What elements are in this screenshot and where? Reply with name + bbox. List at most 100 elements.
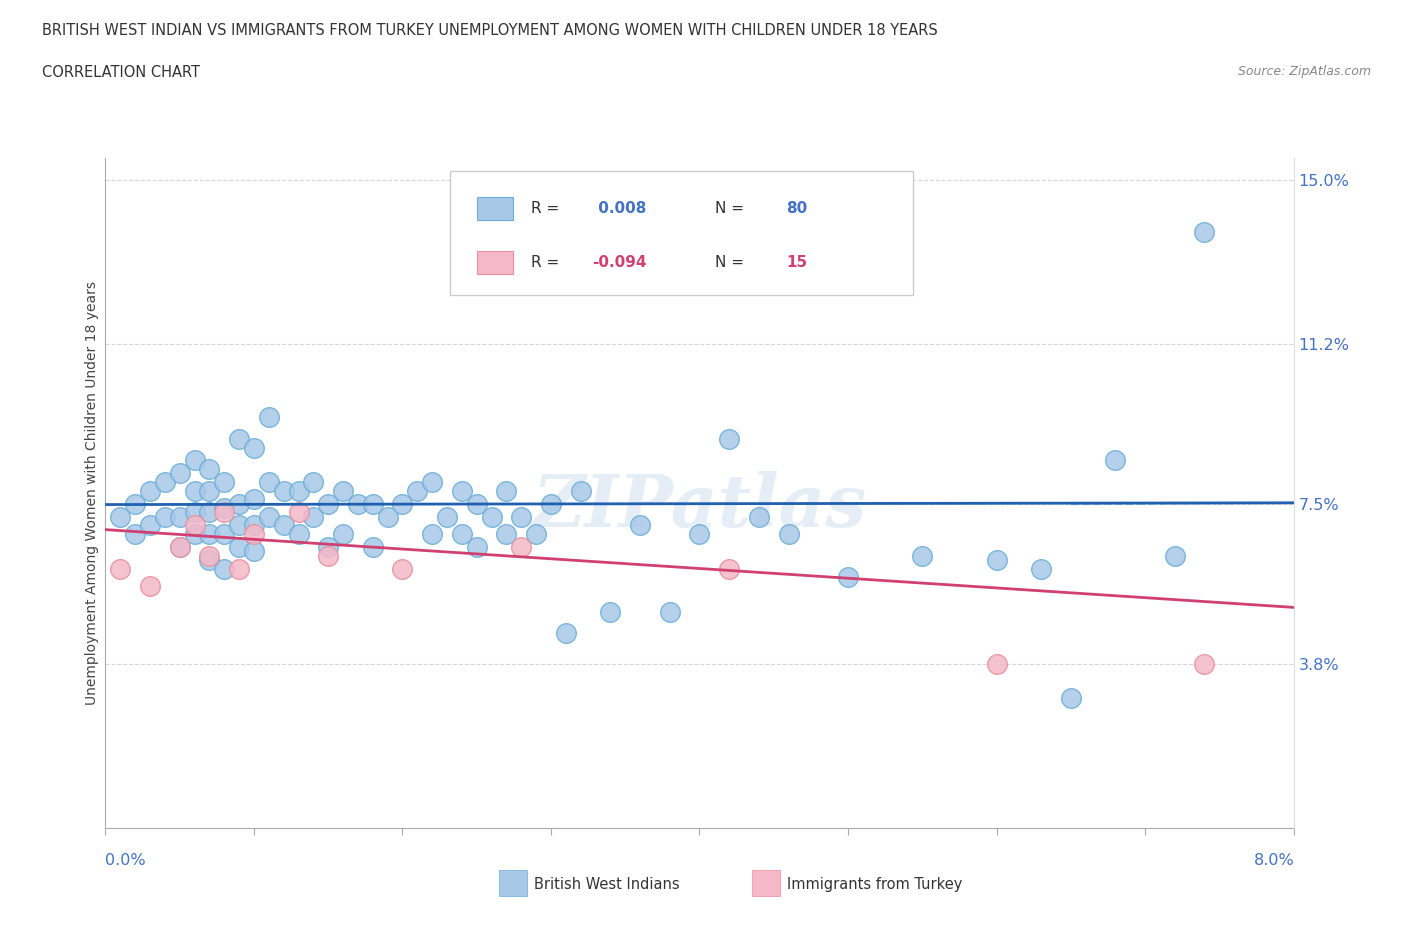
Text: 80: 80 xyxy=(786,202,807,217)
Point xyxy=(420,526,443,541)
Text: N =: N = xyxy=(714,202,749,217)
Y-axis label: Unemployment Among Women with Children Under 18 years: Unemployment Among Women with Children U… xyxy=(86,281,100,705)
Text: R =: R = xyxy=(531,202,564,217)
Point xyxy=(153,474,176,489)
Point xyxy=(406,484,429,498)
Point xyxy=(748,510,770,525)
Point xyxy=(450,484,472,498)
Point xyxy=(391,561,413,576)
Point xyxy=(243,526,266,541)
Text: Immigrants from Turkey: Immigrants from Turkey xyxy=(787,877,963,892)
Point xyxy=(153,510,176,525)
Point xyxy=(198,548,221,563)
Point xyxy=(510,510,533,525)
Point xyxy=(718,561,741,576)
Point xyxy=(228,518,250,533)
Text: 0.008: 0.008 xyxy=(592,202,645,217)
Point xyxy=(361,539,384,554)
Point xyxy=(599,604,621,619)
Point xyxy=(214,474,236,489)
Point xyxy=(540,497,562,512)
Point xyxy=(332,484,354,498)
Point xyxy=(124,526,146,541)
Text: CORRELATION CHART: CORRELATION CHART xyxy=(42,65,200,80)
Point xyxy=(1060,691,1083,706)
Point xyxy=(228,561,250,576)
Point xyxy=(183,518,205,533)
Point xyxy=(316,548,339,563)
Point xyxy=(214,500,236,515)
Point xyxy=(169,510,191,525)
Point xyxy=(139,484,162,498)
Point xyxy=(243,518,266,533)
Point xyxy=(183,526,205,541)
Point xyxy=(243,492,266,507)
FancyBboxPatch shape xyxy=(477,197,513,220)
Point xyxy=(524,526,547,541)
Text: British West Indians: British West Indians xyxy=(534,877,681,892)
FancyBboxPatch shape xyxy=(450,171,914,296)
Point xyxy=(257,410,280,425)
Point xyxy=(377,510,399,525)
Point xyxy=(465,497,488,512)
Text: 8.0%: 8.0% xyxy=(1254,853,1295,868)
Point xyxy=(214,561,236,576)
Point xyxy=(1164,548,1187,563)
Point xyxy=(214,526,236,541)
Point xyxy=(287,484,309,498)
Text: 0.0%: 0.0% xyxy=(105,853,146,868)
Point xyxy=(569,484,592,498)
Point xyxy=(169,539,191,554)
Point xyxy=(450,526,472,541)
Point xyxy=(183,484,205,498)
Point xyxy=(316,497,339,512)
Point xyxy=(420,474,443,489)
Point xyxy=(1194,224,1216,239)
Point xyxy=(243,440,266,455)
Point xyxy=(183,505,205,520)
Text: N =: N = xyxy=(714,256,749,271)
Point xyxy=(837,570,859,585)
Point xyxy=(986,552,1008,567)
Point xyxy=(214,505,236,520)
Point xyxy=(139,578,162,593)
Point xyxy=(302,510,325,525)
Text: Source: ZipAtlas.com: Source: ZipAtlas.com xyxy=(1237,65,1371,78)
Point xyxy=(257,510,280,525)
Text: R =: R = xyxy=(531,256,564,271)
Point xyxy=(228,497,250,512)
Point xyxy=(718,432,741,446)
Point xyxy=(124,497,146,512)
Point xyxy=(110,510,132,525)
Point xyxy=(391,497,413,512)
Point xyxy=(689,526,711,541)
Point xyxy=(198,505,221,520)
Point xyxy=(316,539,339,554)
Point xyxy=(332,526,354,541)
Point xyxy=(554,626,576,641)
Point xyxy=(287,526,309,541)
Point xyxy=(198,526,221,541)
Point xyxy=(273,518,295,533)
Point xyxy=(347,497,370,512)
Point xyxy=(436,510,458,525)
Point xyxy=(287,505,309,520)
Point xyxy=(510,539,533,554)
Point xyxy=(986,656,1008,671)
Point xyxy=(465,539,488,554)
Point xyxy=(1029,561,1052,576)
Text: 15: 15 xyxy=(786,256,807,271)
Point xyxy=(257,474,280,489)
Text: ZIPatlas: ZIPatlas xyxy=(533,471,866,542)
Point xyxy=(361,497,384,512)
Point xyxy=(228,432,250,446)
Point xyxy=(228,539,250,554)
Point xyxy=(198,552,221,567)
Point xyxy=(198,461,221,476)
Point xyxy=(1194,656,1216,671)
Point xyxy=(273,484,295,498)
Point xyxy=(110,561,132,576)
Point xyxy=(658,604,681,619)
Point xyxy=(481,510,503,525)
Point xyxy=(183,453,205,468)
